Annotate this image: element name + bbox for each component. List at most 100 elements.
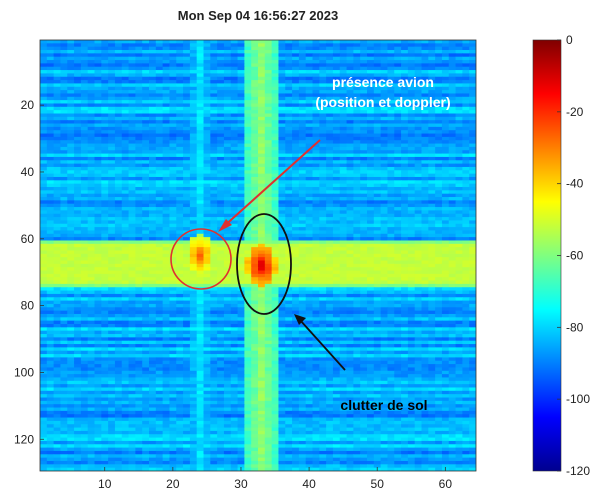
heatmap-cell — [448, 213, 457, 218]
heatmap-cell — [87, 180, 96, 185]
heatmap-cell — [380, 163, 389, 168]
heatmap-cell — [448, 230, 457, 235]
heatmap-cell — [94, 287, 102, 292]
heatmap-cell — [469, 170, 476, 175]
heatmap-cell — [435, 133, 443, 138]
heatmap-cell — [183, 166, 191, 171]
heatmap-cell — [183, 187, 191, 191]
heatmap-cell — [401, 250, 409, 255]
heatmap-cell — [407, 290, 416, 295]
heatmap-cell — [74, 187, 82, 191]
heatmap-cell — [53, 247, 62, 252]
heatmap-cell — [339, 230, 348, 235]
heatmap-cell — [60, 227, 68, 232]
heatmap-cell — [435, 220, 443, 225]
heatmap-cell — [114, 53, 123, 58]
heatmap-cell — [155, 93, 164, 98]
heatmap-cell — [278, 290, 286, 295]
heatmap-cell — [94, 100, 102, 105]
heatmap-cell — [469, 293, 476, 298]
heatmap-cell — [401, 40, 409, 44]
heatmap-cell — [305, 40, 314, 44]
heatmap-cell — [278, 63, 286, 68]
heatmap-cell — [237, 247, 245, 252]
heatmap-cell — [217, 260, 225, 265]
heatmap-cell — [121, 176, 130, 181]
heatmap-cell — [448, 166, 457, 171]
heatmap-cell — [367, 237, 375, 242]
heatmap-cell — [312, 53, 320, 58]
heatmap-cell — [196, 100, 205, 105]
heatmap-cell — [210, 76, 218, 81]
heatmap-cell — [469, 190, 476, 195]
heatmap-cell — [169, 93, 177, 98]
heatmap-cell — [74, 240, 82, 245]
heatmap-cell — [162, 150, 171, 155]
heatmap-cell — [292, 190, 300, 195]
heatmap-cell — [183, 297, 191, 302]
heatmap-cell — [401, 217, 409, 222]
heatmap-cell — [271, 280, 280, 285]
heatmap-cell — [87, 270, 96, 275]
heatmap-cell — [223, 153, 232, 158]
heatmap-cell — [155, 287, 164, 292]
heatmap-cell — [142, 263, 150, 268]
heatmap-cell — [74, 100, 82, 105]
heatmap-cell — [414, 217, 423, 222]
heatmap-cell — [237, 86, 245, 91]
heatmap-cell — [401, 273, 409, 278]
heatmap-cell — [448, 273, 457, 278]
heatmap-cell — [244, 96, 252, 101]
heatmap-cell — [441, 80, 450, 85]
heatmap-cell — [203, 156, 211, 161]
heatmap-cell — [114, 193, 123, 198]
heatmap-cell — [210, 287, 218, 292]
heatmap-cell — [360, 220, 368, 225]
heatmap-cell — [292, 83, 300, 88]
heatmap-cell — [285, 176, 293, 181]
heatmap-cell — [67, 143, 75, 148]
heatmap-cell — [237, 40, 245, 44]
heatmap-cell — [149, 277, 157, 282]
heatmap-cell — [353, 217, 361, 222]
heatmap-cell — [332, 180, 341, 185]
heatmap-cell — [94, 113, 102, 118]
heatmap-cell — [278, 80, 286, 85]
heatmap-cell — [142, 220, 150, 225]
heatmap-cell — [462, 233, 470, 238]
heatmap-cell — [292, 223, 300, 228]
heatmap-cell — [149, 183, 157, 188]
heatmap-cell — [135, 70, 143, 75]
heatmap-cell — [394, 213, 402, 218]
heatmap-cell — [74, 176, 82, 181]
heatmap-cell — [53, 46, 62, 51]
heatmap-cell — [149, 297, 157, 302]
heatmap-cell — [305, 106, 314, 111]
heatmap-cell — [189, 153, 198, 158]
heatmap-cell — [142, 116, 150, 121]
heatmap-cell — [149, 213, 157, 218]
heatmap-cell — [135, 257, 143, 262]
heatmap-cell — [278, 40, 286, 44]
heatmap-cell — [135, 50, 143, 54]
heatmap-cell — [360, 63, 368, 68]
heatmap-cell — [428, 250, 436, 255]
heatmap-cell — [339, 297, 348, 302]
heatmap-cell — [312, 120, 320, 125]
heatmap-cell — [414, 120, 423, 125]
heatmap-cell — [176, 50, 184, 54]
heatmap-cell — [353, 133, 361, 138]
heatmap-cell — [414, 63, 423, 68]
heatmap-cell — [264, 260, 273, 265]
heatmap-cell — [367, 183, 375, 188]
heatmap-cell — [455, 253, 463, 258]
heatmap-cell — [407, 267, 416, 272]
heatmap-cell — [80, 153, 89, 158]
heatmap-cell — [448, 146, 457, 151]
heatmap-cell — [258, 100, 266, 105]
heatmap-cell — [407, 210, 416, 215]
heatmap-cell — [435, 176, 443, 181]
heatmap-cell — [441, 103, 450, 108]
heatmap-cell — [135, 173, 143, 178]
heatmap-cell — [346, 277, 354, 282]
